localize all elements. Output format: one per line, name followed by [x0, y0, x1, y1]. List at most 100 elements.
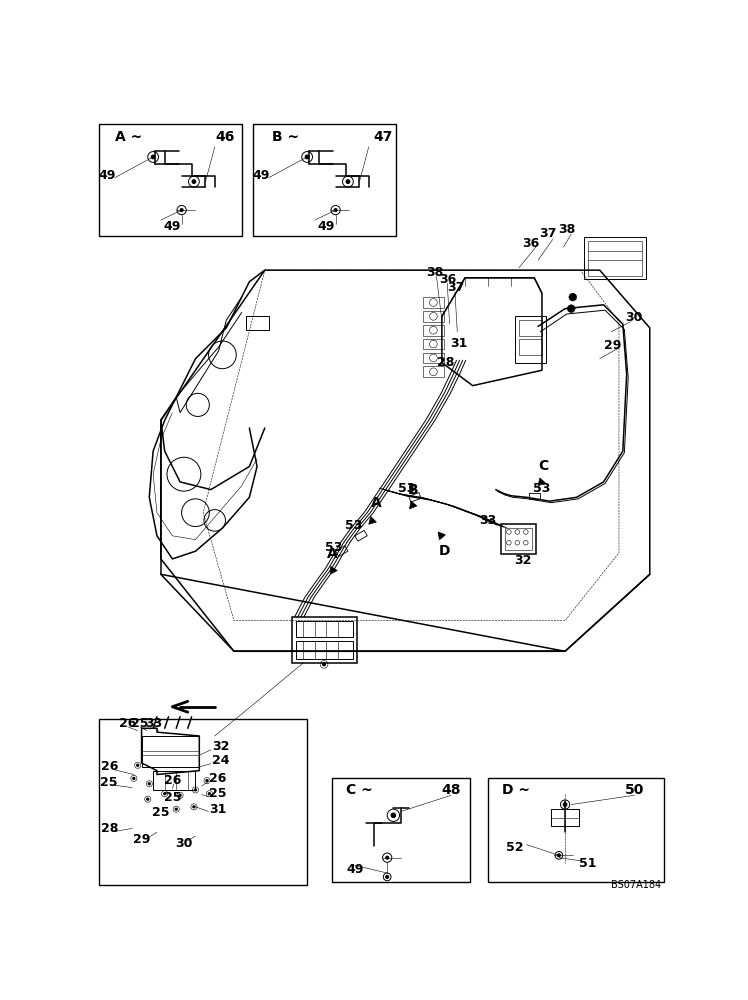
Text: B ~: B ~ [272, 130, 300, 144]
Bar [153, 771, 195, 790]
Text: 26: 26 [209, 772, 227, 785]
Bar [295, 641, 353, 659]
Text: 53: 53 [325, 541, 343, 554]
Text: D ~: D ~ [502, 783, 530, 797]
Circle shape [391, 813, 396, 818]
Circle shape [386, 875, 389, 878]
Bar [99, 124, 242, 235]
Text: 37: 37 [447, 281, 465, 294]
Text: 28: 28 [437, 356, 454, 369]
Text: 29: 29 [133, 833, 150, 846]
Circle shape [563, 803, 567, 806]
Text: 33: 33 [145, 717, 162, 730]
Text: 49: 49 [164, 220, 181, 233]
Circle shape [175, 808, 177, 810]
Circle shape [192, 180, 196, 184]
Text: 30: 30 [625, 311, 643, 324]
Text: 30: 30 [175, 837, 192, 850]
Circle shape [194, 789, 197, 791]
Circle shape [386, 856, 389, 859]
Circle shape [206, 780, 208, 782]
Text: C: C [539, 460, 548, 474]
Text: 49: 49 [346, 863, 364, 876]
Text: 28: 28 [100, 822, 118, 835]
Circle shape [148, 783, 150, 785]
Text: 25: 25 [132, 717, 149, 730]
Bar [141, 736, 199, 767]
Bar [295, 620, 353, 637]
Bar [423, 353, 444, 363]
Bar [584, 237, 646, 279]
Bar [501, 524, 536, 554]
Polygon shape [369, 517, 376, 524]
Text: 53: 53 [345, 519, 362, 532]
Circle shape [346, 180, 350, 184]
Polygon shape [438, 532, 445, 540]
Text: 32: 32 [212, 740, 230, 753]
Circle shape [193, 806, 195, 808]
Text: B: B [408, 483, 419, 497]
Circle shape [569, 293, 577, 301]
Text: 25: 25 [164, 791, 181, 804]
Bar [488, 778, 663, 882]
Text: A: A [327, 547, 338, 561]
Bar [505, 528, 532, 550]
Text: 37: 37 [539, 227, 557, 240]
Text: 31: 31 [450, 337, 468, 350]
Bar [515, 316, 546, 363]
Circle shape [557, 854, 560, 857]
Text: D: D [439, 544, 451, 558]
Bar [423, 311, 444, 322]
Bar [551, 809, 579, 826]
Text: 26: 26 [164, 774, 181, 787]
Circle shape [305, 155, 309, 159]
Circle shape [179, 794, 181, 796]
Text: 25: 25 [100, 776, 118, 789]
Text: 24: 24 [212, 754, 230, 767]
Circle shape [334, 209, 337, 212]
Circle shape [322, 663, 325, 666]
Bar [423, 339, 444, 349]
Circle shape [147, 798, 149, 800]
Polygon shape [538, 478, 545, 486]
Bar [519, 320, 542, 336]
Text: 36: 36 [522, 237, 539, 250]
Text: 32: 32 [514, 554, 531, 567]
Text: 47: 47 [373, 130, 392, 144]
Text: 49: 49 [252, 169, 269, 182]
Text: 48: 48 [441, 783, 461, 797]
Bar [254, 124, 396, 235]
Text: 25: 25 [209, 787, 227, 800]
Text: A: A [371, 496, 381, 510]
Text: 38: 38 [426, 266, 444, 279]
Bar [423, 297, 444, 308]
Text: 49: 49 [318, 220, 335, 233]
Text: 51: 51 [580, 857, 597, 870]
Circle shape [164, 793, 166, 795]
Text: 50: 50 [625, 783, 644, 797]
Text: 46: 46 [215, 130, 234, 144]
Text: 38: 38 [558, 223, 575, 236]
Polygon shape [410, 501, 417, 509]
Text: 53: 53 [398, 482, 415, 495]
Bar [423, 366, 444, 377]
Text: C ~: C ~ [346, 783, 373, 797]
Bar [332, 778, 470, 882]
Text: 25: 25 [152, 806, 170, 820]
Text: BS07A184: BS07A184 [611, 880, 661, 890]
Bar [519, 339, 542, 355]
Circle shape [137, 764, 139, 766]
Circle shape [132, 777, 135, 780]
Text: 33: 33 [479, 514, 497, 527]
Bar [292, 617, 357, 663]
Bar [99, 719, 307, 885]
Circle shape [568, 305, 575, 312]
Text: A ~: A ~ [114, 130, 142, 144]
Bar [588, 241, 642, 276]
Circle shape [151, 155, 155, 159]
Text: 49: 49 [98, 169, 116, 182]
Text: 26: 26 [100, 760, 118, 773]
Circle shape [180, 209, 183, 212]
Polygon shape [330, 566, 337, 574]
Text: 36: 36 [440, 273, 457, 286]
